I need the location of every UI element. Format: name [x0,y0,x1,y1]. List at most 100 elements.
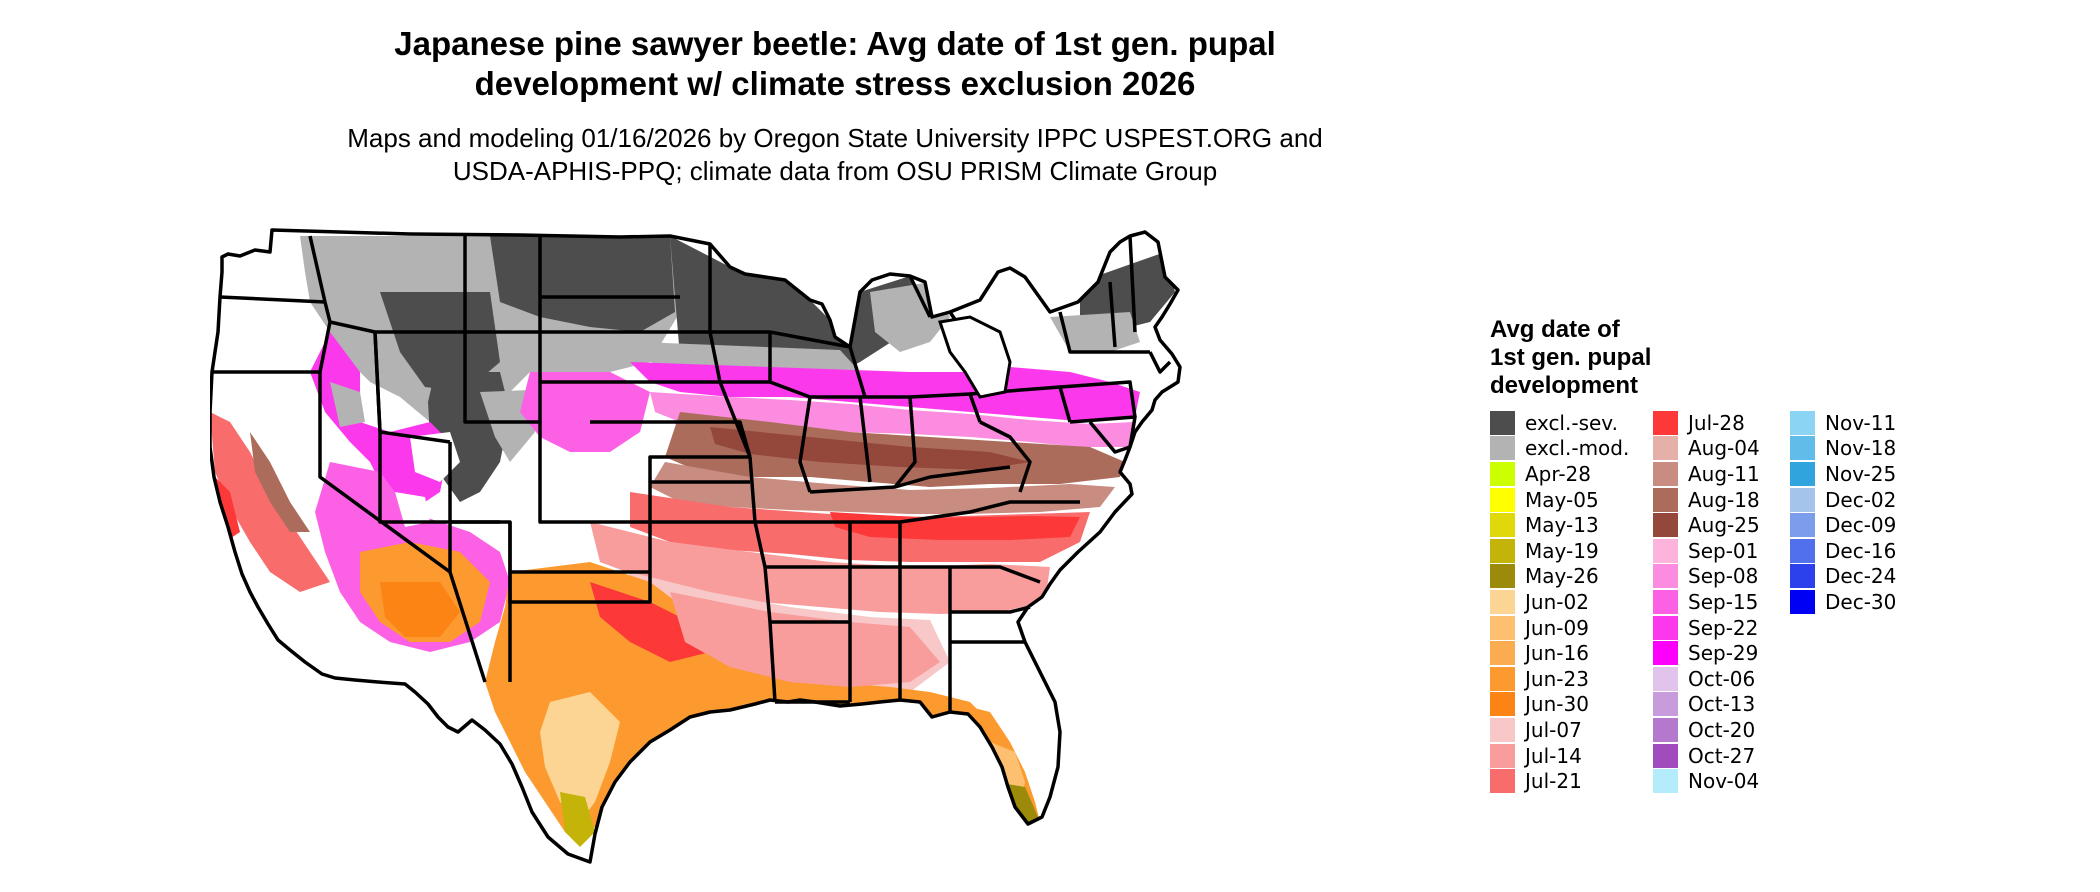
legend-label: May-26 [1525,564,1599,589]
map-subtitle: Maps and modeling 01/16/2026 by Oregon S… [280,122,1390,188]
legend-swatch [1490,641,1515,666]
legend-item: Dec-16 [1790,538,1896,564]
legend-item: Jun-23 [1490,666,1629,692]
legend-title-line-2: 1st gen. pupal [1490,344,1652,371]
conus-map [210,228,1182,864]
legend-label: Sep-08 [1688,564,1759,589]
map-title: Japanese pine sawyer beetle: Avg date of… [280,24,1390,104]
legend-swatch [1653,692,1678,717]
legend-swatch [1653,564,1678,589]
map-subtitle-line-2: USDA-APHIS-PPQ; climate data from OSU PR… [452,156,1218,186]
legend-label: Oct-06 [1688,666,1756,691]
legend-label: Nov-25 [1825,461,1897,486]
legend-label: May-13 [1525,513,1599,538]
legend-swatch [1653,487,1678,512]
legend-swatch [1490,743,1515,768]
legend-title: Avg date of 1st gen. pupal development [1490,316,1710,400]
legend-label: Dec-30 [1825,589,1897,614]
legend-swatch [1653,410,1678,435]
legend-label: Jul-07 [1525,717,1582,742]
legend-label: Sep-29 [1688,641,1759,666]
legend-swatch [1790,538,1815,563]
legend-label: Oct-20 [1688,717,1756,742]
legend-label: Jul-14 [1525,743,1582,768]
legend-item: Sep-01 [1653,538,1760,564]
legend-item: Sep-08 [1653,564,1760,590]
legend-item: Nov-18 [1790,436,1896,462]
map-title-line-1: Japanese pine sawyer beetle: Avg date of… [394,25,1276,62]
legend-label: Nov-18 [1825,436,1897,461]
legend-item: Jul-21 [1490,768,1629,794]
legend-item: Dec-30 [1790,589,1896,615]
legend-swatch [1490,589,1515,614]
legend-swatch [1490,461,1515,486]
legend-item: Oct-13 [1653,692,1760,718]
legend-item: Aug-04 [1653,436,1760,462]
legend-swatch [1790,487,1815,512]
legend-item: May-13 [1490,512,1629,538]
legend-label: Nov-04 [1688,769,1760,794]
legend-item: Dec-24 [1790,564,1896,590]
legend-label: Dec-16 [1825,538,1897,563]
legend-swatch [1490,717,1515,742]
legend-swatch [1790,461,1815,486]
legend-swatch [1653,513,1678,538]
legend-swatch [1653,538,1678,563]
legend-label: Oct-13 [1688,692,1756,717]
legend-swatch [1653,436,1678,461]
legend-column-1: excl.-sev. excl.-mod. Apr-28 May-05 May-13 Ma… [1490,410,1629,794]
legend-item: Jul-07 [1490,717,1629,743]
legend-label: May-05 [1525,487,1599,512]
legend-label: Aug-18 [1688,487,1760,512]
legend-label: Jul-28 [1688,410,1745,435]
legend-label: Apr-28 [1525,461,1591,486]
legend-label: Jun-02 [1525,589,1589,614]
legend-swatch [1490,769,1515,794]
legend-item: Sep-15 [1653,589,1760,615]
map-title-line-2: development w/ climate stress exclusion … [474,65,1196,102]
legend-item: Jun-30 [1490,692,1629,718]
legend-swatch [1490,615,1515,640]
legend-item: Dec-02 [1790,487,1896,513]
legend-swatch [1790,564,1815,589]
legend-label: Sep-01 [1688,538,1759,563]
legend-label: Nov-11 [1825,410,1897,435]
legend-label: Jul-21 [1525,769,1582,794]
legend-item: Jul-28 [1653,410,1760,436]
legend-title-line-3: development [1490,372,1639,399]
legend-swatch [1490,410,1515,435]
legend-swatch [1490,436,1515,461]
legend-label: Jun-09 [1525,615,1589,640]
legend-item: Sep-29 [1653,640,1760,666]
legend-label: Sep-15 [1688,589,1759,614]
legend-item: excl.-mod. [1490,436,1629,462]
legend-label: Jun-23 [1525,666,1589,691]
legend-swatch [1653,769,1678,794]
legend-label: May-19 [1525,538,1599,563]
legend-label: Aug-11 [1688,461,1760,486]
legend-item: May-19 [1490,538,1629,564]
legend-item: Dec-09 [1790,512,1896,538]
map-subtitle-line-1: Maps and modeling 01/16/2026 by Oregon S… [347,123,1323,153]
legend-item: Jun-02 [1490,589,1629,615]
legend-item: Nov-11 [1790,410,1896,436]
legend-swatch [1490,487,1515,512]
legend-swatch [1653,461,1678,486]
legend-item: May-26 [1490,564,1629,590]
legend-label: Jun-30 [1525,692,1589,717]
legend-label: Sep-22 [1688,615,1759,640]
legend-swatch [1653,717,1678,742]
legend-item: Oct-20 [1653,717,1760,743]
legend-item: excl.-sev. [1490,410,1629,436]
legend-column-3: Nov-11 Nov-18 Nov-25 Dec-02 Dec-09 Dec-16 Dec-… [1790,410,1896,615]
legend-item: Jul-14 [1490,743,1629,769]
legend-label: Aug-25 [1688,513,1760,538]
legend-title-line-1: Avg date of [1490,316,1620,343]
legend-swatch [1490,666,1515,691]
legend-swatch [1653,615,1678,640]
legend-label: excl.-sev. [1525,410,1618,435]
legend-item: Aug-11 [1653,461,1760,487]
legend-swatch [1653,641,1678,666]
legend-item: Aug-18 [1653,487,1760,513]
legend-item: Oct-27 [1653,743,1760,769]
